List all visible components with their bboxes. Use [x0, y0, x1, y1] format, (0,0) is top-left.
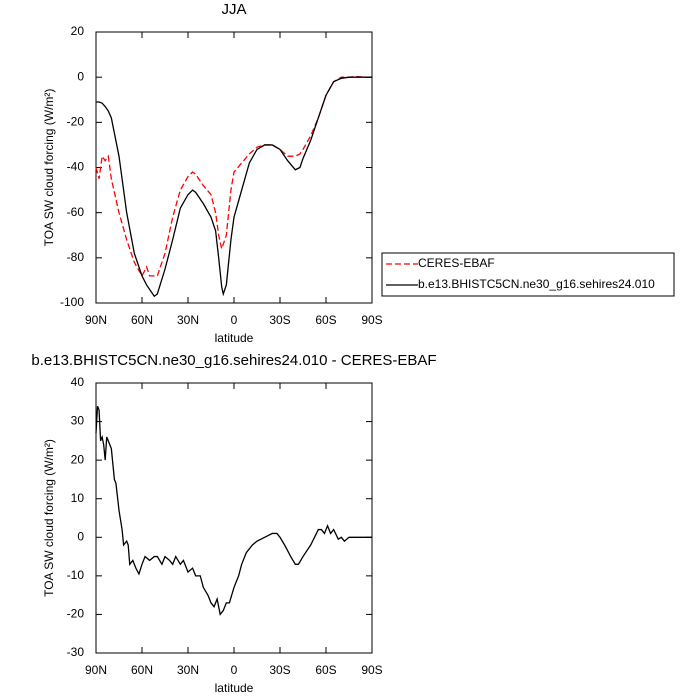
x-tick-label: 0 — [231, 663, 238, 677]
x-axis-label: latitude — [215, 681, 254, 695]
x-tick-label: 60S — [315, 663, 336, 677]
chart-title: JJA — [221, 1, 246, 18]
x-tick-label: 60N — [131, 663, 153, 677]
y-tick-label: 0 — [77, 69, 84, 83]
y-axis-label: TOA SW cloud forcing (W/m²) — [42, 439, 56, 597]
data-line — [95, 405, 372, 616]
x-tick-label: 60N — [131, 313, 153, 327]
y-tick-label: 20 — [71, 24, 85, 38]
plot-frame — [95, 382, 373, 654]
x-tick-label: 60S — [315, 313, 336, 327]
y-tick-label: -80 — [67, 250, 85, 264]
data-line — [96, 76, 372, 298]
y-tick-label: -100 — [60, 295, 84, 309]
data-line — [95, 75, 372, 278]
x-tick-label: 0 — [231, 313, 238, 327]
y-tick-label: -10 — [67, 568, 85, 582]
y-tick-label: 30 — [71, 414, 85, 428]
y-tick-label: -20 — [67, 607, 85, 621]
y-tick-label: 0 — [77, 529, 84, 543]
y-tick-label: -30 — [67, 645, 85, 659]
legend-label: b.e13.BHISTC5CN.ne30_g16.sehires24.010 — [418, 277, 655, 291]
y-tick-label: -40 — [67, 160, 85, 174]
x-tick-label: 30N — [177, 313, 199, 327]
y-tick-label: -20 — [67, 115, 85, 129]
chart-title: b.e13.BHISTC5CN.ne30_g16.sehires24.010 -… — [31, 352, 436, 369]
x-tick-label: 30N — [177, 663, 199, 677]
y-tick-label: 20 — [71, 452, 85, 466]
legend-box — [381, 252, 675, 297]
x-axis-label: latitude — [215, 331, 254, 345]
x-tick-label: 30S — [269, 663, 290, 677]
x-tick-label: 90N — [85, 663, 107, 677]
y-axis-label: TOA SW cloud forcing (W/m²) — [42, 89, 56, 247]
x-tick-label: 90N — [85, 313, 107, 327]
y-tick-label: 10 — [71, 491, 85, 505]
y-tick-label: 40 — [71, 375, 85, 389]
x-tick-label: 30S — [269, 313, 290, 327]
y-tick-label: -60 — [67, 205, 85, 219]
legend-label: CERES-EBAF — [418, 256, 495, 270]
x-tick-label: 90S — [361, 663, 382, 677]
x-tick-label: 90S — [361, 313, 382, 327]
